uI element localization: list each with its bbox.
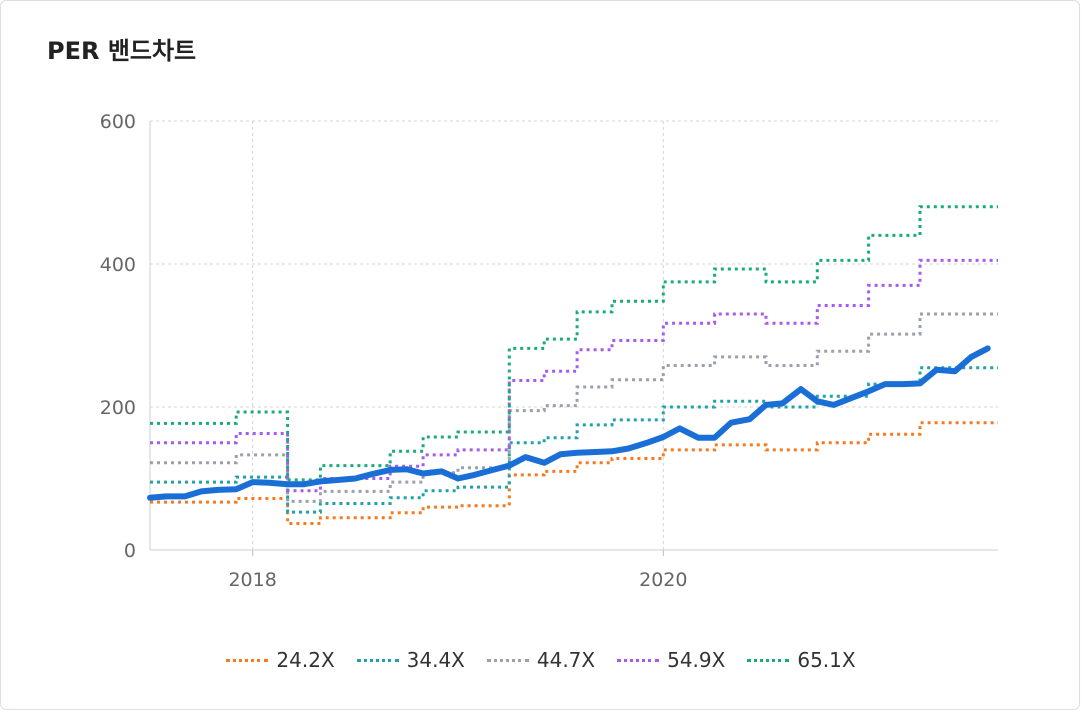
chart-title: PER 밴드차트 — [47, 37, 197, 65]
y-tick-label: 400 — [100, 254, 136, 276]
legend-item[interactable]: 44.7X — [486, 648, 596, 672]
legend-item[interactable]: 54.9X — [617, 648, 725, 672]
legend-label: 44.7X — [536, 648, 596, 672]
legend-swatch — [747, 658, 790, 662]
x-tick-label: 2020 — [639, 569, 687, 591]
band-line-24.2X — [150, 421, 998, 525]
band-line-34.4X — [150, 366, 998, 514]
y-tick-label: 200 — [100, 397, 136, 419]
legend-swatch — [226, 658, 269, 662]
legend-label: 34.4X — [406, 648, 465, 672]
band-line-65.1X — [150, 205, 998, 482]
x-tick-label: 2018 — [228, 569, 276, 591]
legend-label: 24.2X — [276, 648, 335, 672]
band-line-54.9X — [150, 258, 998, 493]
legend-item[interactable]: 24.2X — [226, 648, 335, 672]
legend-swatch — [486, 658, 529, 662]
legend-item[interactable]: 34.4X — [356, 648, 465, 672]
legend-label: 65.1X — [797, 648, 856, 672]
chart-legend: 24.2X 34.4X 44.7X 54.9X 65.1X — [0, 648, 1082, 672]
legend-item[interactable]: 65.1X — [747, 648, 856, 672]
legend-swatch — [617, 658, 660, 662]
legend-label: 54.9X — [667, 648, 726, 672]
band-line-44.7X — [150, 312, 998, 503]
y-tick-label: 0 — [124, 540, 136, 562]
price-line — [147, 345, 991, 501]
legend-swatch — [356, 658, 399, 662]
y-tick-label: 600 — [100, 111, 136, 133]
